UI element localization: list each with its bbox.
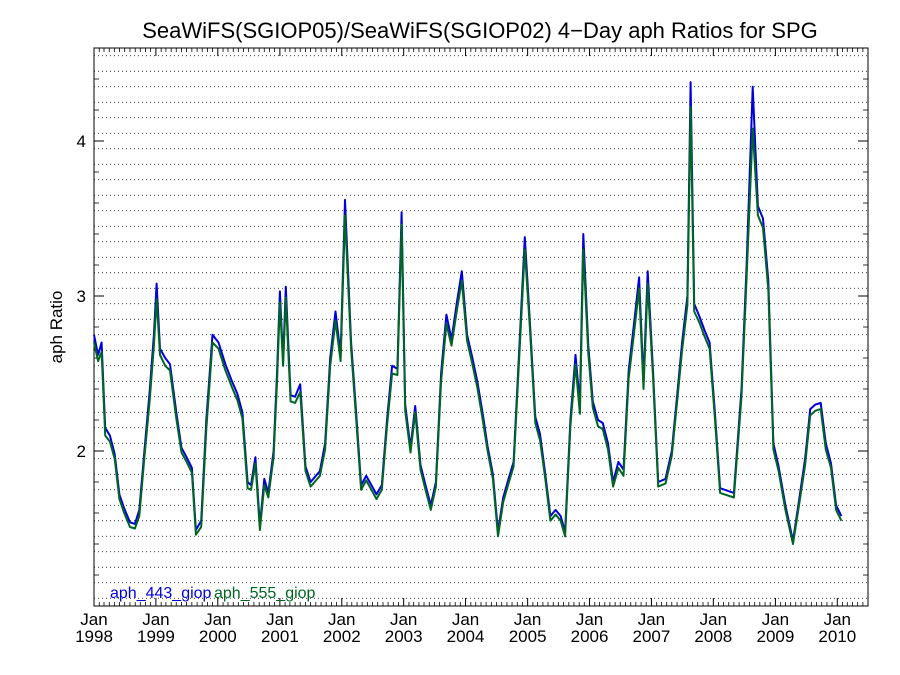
x-tick-label: 2001 [261, 627, 299, 646]
legend-entry-aph-555: aph_555_giop [214, 585, 316, 602]
x-tick-label: Jan [762, 610, 789, 629]
y-tick-label: 3 [77, 287, 86, 306]
x-tick-label: Jan [266, 610, 293, 629]
x-tick-label: Jan [390, 610, 417, 629]
series-line-aph-555-giop [93, 105, 843, 545]
x-tick-label: 2010 [818, 627, 856, 646]
axis-ticks [93, 48, 868, 606]
x-tick-label: 1999 [137, 627, 175, 646]
chart-title: SeaWiFS(SGIOP05)/SeaWiFS(SGIOP02) 4−Day … [142, 18, 818, 43]
x-tick-label: Jan [514, 610, 541, 629]
x-tick-label: Jan [142, 610, 169, 629]
y-tick-label: 2 [77, 442, 86, 461]
x-tick-label: Jan [700, 610, 727, 629]
x-tick-labels: Jan1998Jan1999Jan2000Jan2001Jan2002Jan20… [75, 610, 856, 646]
x-tick-label: 2002 [323, 627, 361, 646]
x-tick-label: 2006 [571, 627, 609, 646]
y-tick-labels: 2 3 4 [77, 132, 86, 461]
x-tick-label: 1998 [75, 627, 113, 646]
x-tick-label: Jan [80, 610, 107, 629]
x-tick-label: 2005 [509, 627, 547, 646]
x-tick-label: 2003 [385, 627, 423, 646]
series-lines [93, 81, 843, 545]
x-tick-label: 2008 [694, 627, 732, 646]
x-tick-label: 2004 [447, 627, 485, 646]
legend: aph_443_giop aph_555_giop [110, 585, 316, 602]
legend-entry-aph-443: aph_443_giop [110, 585, 212, 602]
x-tick-label: 2000 [199, 627, 237, 646]
x-tick-label: Jan [328, 610, 355, 629]
x-tick-label: Jan [824, 610, 851, 629]
x-tick-label: Jan [638, 610, 665, 629]
y-tick-label: 4 [77, 132, 86, 151]
x-tick-label: Jan [576, 610, 603, 629]
y-axis-label: aph Ratio [47, 291, 66, 364]
series-line-aph-443-giop [93, 81, 843, 542]
x-tick-label: 2009 [756, 627, 794, 646]
x-tick-label: Jan [452, 610, 479, 629]
x-tick-label: 2007 [633, 627, 671, 646]
x-tick-label: Jan [204, 610, 231, 629]
